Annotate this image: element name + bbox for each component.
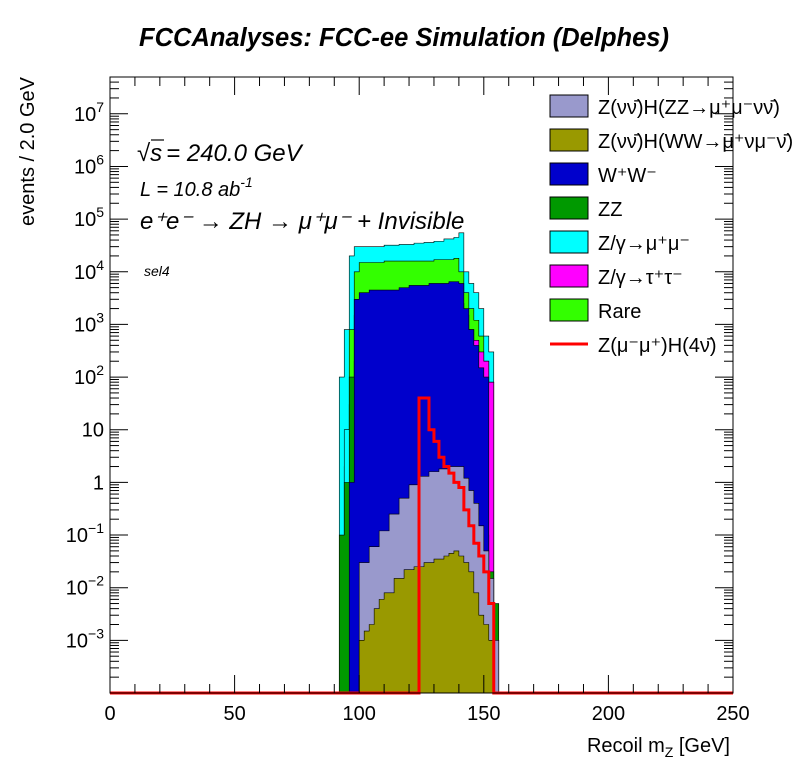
x-axis: 0 50 100 150 200 250: [104, 77, 750, 725]
y-tick-label: 102: [74, 362, 104, 389]
legend-label: Z(νν̄)H(ZZ→μ⁺μ⁻νν̄): [598, 97, 780, 119]
legend-label: W⁺W⁻: [598, 165, 657, 187]
y-tick-label: 10−2: [66, 573, 104, 600]
x-axis-label: Recoil mZ [GeV]: [587, 735, 730, 760]
y-tick-label: 105: [74, 204, 104, 231]
chart-title: FCCAnalyses: FCC-ee Simulation (Delphes): [139, 24, 669, 52]
legend-label: Z/γ→τ⁺τ⁻: [598, 267, 683, 289]
legend-label: Rare: [598, 301, 641, 323]
legend-swatch: [549, 196, 589, 220]
sqrt-symbol: √: [137, 140, 151, 167]
legend-swatch: [549, 94, 589, 118]
annotations: √s = 240.0 GeV L = 10.8 ab-1 e⁺e⁻ → ZH → …: [137, 139, 464, 279]
signal-line: [110, 396, 733, 695]
y-tick-label: 103: [74, 309, 104, 336]
lumi-annotation: L = 10.8 ab-1: [140, 174, 253, 201]
legend-swatch: [549, 128, 589, 152]
x-tick-label: 50: [223, 703, 245, 725]
y-tick-label: 104: [74, 257, 104, 284]
legend-label: ZZ: [598, 199, 622, 221]
legend-swatch: [549, 162, 589, 186]
sqrt-s-value: = 240.0 GeV: [166, 140, 303, 167]
legend-label: Z/γ→μ⁺μ⁻: [598, 233, 690, 255]
y-tick-label: 1: [93, 472, 104, 494]
series-area-higgs-ww: [358, 550, 495, 694]
legend-label: Z(μ⁻μ⁺)H(4ν̄): [598, 335, 717, 357]
x-tick-label: 200: [592, 703, 625, 725]
legend-swatch: [549, 264, 589, 288]
y-axis: 10−3 10−2 10−1 1 10 102 103 104 105 106 107: [66, 76, 733, 678]
plot-area: [110, 232, 733, 695]
legend-swatch: [549, 298, 589, 322]
x-tick-label: 250: [716, 703, 749, 725]
y-tick-label: 10−3: [66, 625, 104, 652]
x-tick-label: 150: [467, 703, 500, 725]
legend: Z(νν̄)H(ZZ→μ⁺μ⁻νν̄) Z(νν̄)H(WW→μ⁺νμ⁻ν̄) W⁺…: [549, 94, 793, 357]
y-tick-label: 106: [74, 151, 104, 178]
legend-swatch: [549, 230, 589, 254]
legend-label: Z(νν̄)H(WW→μ⁺νμ⁻ν̄): [598, 131, 793, 153]
process-annotation: e⁺e⁻ → ZH → μ⁺μ⁻ + Invisible: [140, 208, 464, 235]
x-tick-label: 100: [343, 703, 376, 725]
y-tick-label: 107: [74, 99, 104, 126]
x-tick-label: 0: [104, 703, 115, 725]
y-tick-label: 10−1: [66, 520, 104, 547]
lumi-prefix: L = 10.8 ab: [140, 179, 240, 201]
y-tick-label: 10: [82, 420, 104, 442]
y-axis-label: events / 2.0 GeV: [17, 76, 39, 226]
sqrt-s-annotation: √s = 240.0 GeV: [137, 140, 304, 167]
lumi-exp: -1: [240, 174, 252, 190]
selection-annotation: sel4: [144, 263, 170, 279]
sqrt-s-var: s: [150, 140, 162, 167]
